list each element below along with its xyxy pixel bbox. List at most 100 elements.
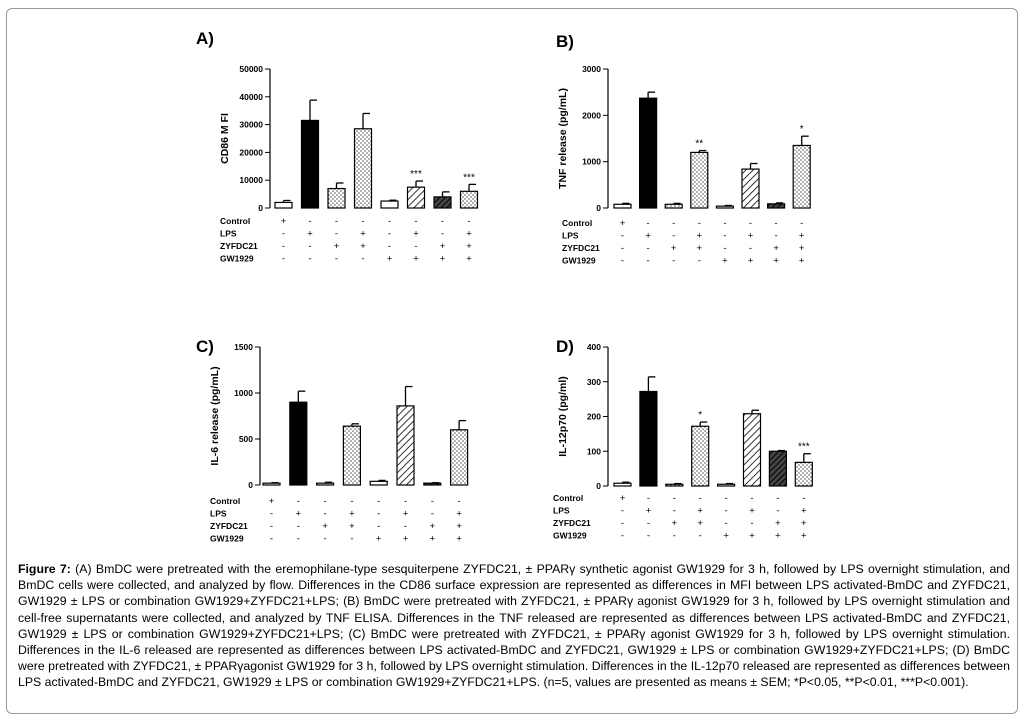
condition-sign: + — [799, 256, 805, 267]
condition-sign: + — [748, 256, 754, 267]
condition-sign: + — [269, 496, 275, 507]
condition-sign: - — [324, 534, 327, 545]
chart-panel-a: A) 0 10000 20000 30000 40000 50000 CD86 M FI ***… — [190, 28, 520, 278]
significance-label: * — [800, 124, 804, 135]
condition-sign: + — [775, 531, 781, 542]
condition-sign: + — [466, 254, 472, 265]
y-tick-label: 0 — [596, 203, 601, 213]
y-tick-label: 1000 — [234, 388, 253, 398]
condition-sign: + — [440, 241, 446, 252]
condition-sign: + — [403, 534, 409, 545]
bar — [450, 429, 469, 486]
y-axis-label: IL-6 release (pg/mL) — [209, 366, 221, 465]
condition-sign: - — [621, 231, 624, 242]
condition-sign: - — [776, 506, 779, 517]
condition-sign: + — [748, 231, 754, 242]
condition-sign: + — [307, 229, 313, 240]
condition-sign: - — [750, 493, 753, 504]
y-tick-label: 3000 — [582, 64, 601, 74]
condition-sign: - — [404, 496, 407, 507]
condition-sign: - — [775, 218, 778, 229]
bar — [262, 482, 281, 486]
y-tick-label: 0 — [248, 480, 253, 490]
bar — [691, 425, 710, 487]
condition-sign: - — [672, 218, 675, 229]
y-tick-label: 40000 — [239, 92, 263, 102]
condition-sign: - — [725, 518, 728, 529]
condition-sign: + — [773, 256, 779, 267]
condition-sign: - — [647, 531, 650, 542]
condition-label: Control — [553, 493, 583, 503]
condition-sign: - — [800, 218, 803, 229]
caption-text: (A) BmDC were pretreated with the eremop… — [18, 562, 1010, 690]
condition-sign: - — [350, 496, 353, 507]
condition-sign: + — [697, 243, 703, 254]
bar — [613, 203, 632, 209]
condition-sign: + — [430, 534, 436, 545]
bar — [274, 201, 293, 209]
condition-sign: + — [466, 229, 472, 240]
condition-sign: - — [282, 229, 285, 240]
condition-sign: - — [282, 241, 285, 252]
condition-sign: + — [281, 216, 287, 227]
condition-sign: - — [414, 216, 417, 227]
y-tick-label: 1500 — [234, 342, 253, 352]
condition-sign: + — [349, 521, 355, 532]
bar — [639, 390, 658, 487]
condition-sign: + — [376, 534, 382, 545]
condition-sign: - — [621, 256, 624, 267]
bar — [353, 128, 373, 209]
condition-sign: - — [647, 243, 650, 254]
condition-sign: - — [621, 531, 624, 542]
condition-sign: - — [431, 496, 434, 507]
condition-sign: + — [671, 243, 677, 254]
y-tick-label: 20000 — [239, 147, 263, 157]
condition-sign: - — [672, 256, 675, 267]
condition-sign: + — [430, 521, 436, 532]
condition-sign: - — [361, 216, 364, 227]
condition-sign: + — [413, 254, 419, 265]
condition-sign: + — [749, 531, 755, 542]
bar — [315, 482, 335, 486]
bar — [768, 450, 787, 487]
condition-sign: - — [377, 496, 380, 507]
bar — [741, 168, 760, 209]
condition-sign: + — [801, 506, 807, 517]
significance-label: * — [698, 410, 702, 421]
condition-sign: - — [414, 241, 417, 252]
y-axis-label: IL-12p70 (pg/ml) — [557, 376, 569, 457]
y-tick-label: 0 — [258, 203, 263, 213]
condition-sign: - — [723, 243, 726, 254]
condition-sign: + — [403, 509, 409, 520]
condition-sign: - — [698, 256, 701, 267]
condition-sign: - — [441, 229, 444, 240]
bar — [342, 425, 361, 486]
condition-sign: + — [801, 531, 807, 542]
bar — [664, 203, 683, 209]
condition-sign: - — [698, 218, 701, 229]
condition-sign: - — [324, 496, 327, 507]
y-tick-label: 50000 — [239, 64, 263, 74]
bar — [396, 405, 415, 486]
condition-sign: + — [296, 509, 302, 520]
condition-sign: + — [360, 241, 366, 252]
condition-sign: + — [645, 231, 651, 242]
bar — [327, 187, 346, 209]
bar — [406, 186, 426, 209]
y-tick-label: 2000 — [582, 110, 601, 120]
significance-label: *** — [410, 169, 422, 180]
condition-sign: - — [388, 241, 391, 252]
condition-sign: - — [723, 218, 726, 229]
condition-sign: + — [697, 231, 703, 242]
condition-label: ZYFDC21 — [553, 518, 591, 528]
condition-sign: + — [799, 231, 805, 242]
condition-sign: - — [308, 241, 311, 252]
condition-sign: - — [647, 218, 650, 229]
condition-sign: + — [413, 229, 419, 240]
bar — [792, 144, 811, 209]
condition-sign: - — [723, 231, 726, 242]
condition-sign: + — [697, 518, 703, 529]
condition-sign: - — [388, 216, 391, 227]
condition-sign: - — [350, 534, 353, 545]
